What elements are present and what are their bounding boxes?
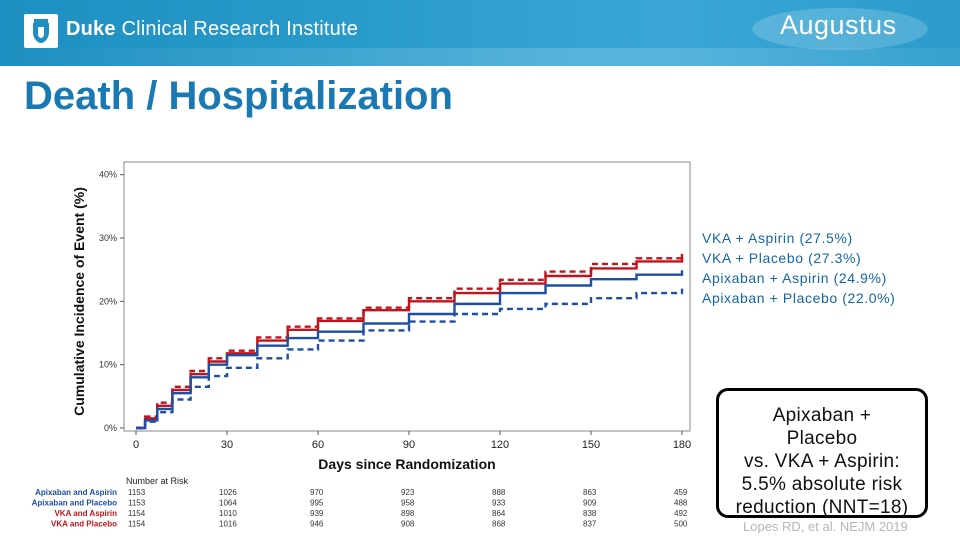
risk-cell: 946	[310, 520, 324, 529]
trial-name: Augustus	[780, 10, 897, 40]
risk-cell: 939	[310, 509, 324, 518]
legend-item-vka-placebo: VKA + Placebo (27.3%)	[702, 250, 862, 266]
risk-cell: 1153	[128, 488, 146, 497]
legend-item-apixaban-placebo: Apixaban + Placebo (22.0%)	[702, 290, 896, 306]
risk-cell: 1153	[128, 499, 146, 508]
x-axis-title: Days since Randomization	[318, 456, 495, 472]
risk-cell: 864	[492, 509, 506, 518]
duke-chapel-icon	[33, 19, 49, 43]
risk-cell: 459	[674, 488, 688, 497]
risk-cell: 970	[310, 488, 324, 497]
org-name-rest: Clinical Research Institute	[115, 18, 359, 40]
plot-frame	[123, 161, 691, 432]
risk-cell: 1010	[219, 509, 237, 518]
risk-row-label: Apixaban and Placebo	[32, 499, 117, 508]
risk-cell: 500	[674, 520, 688, 529]
risk-cell: 958	[401, 499, 415, 508]
series-line-apixaban-and-placebo	[136, 288, 684, 430]
page-title: Death / Hospitalization	[24, 74, 453, 118]
risk-cell: 838	[583, 509, 597, 518]
risk-cell: 492	[674, 509, 688, 518]
x-tick-label: 30	[221, 439, 233, 451]
callout-line: Apixaban +	[772, 405, 872, 426]
y-tick-label: 30%	[99, 233, 117, 243]
callout-box: Apixaban + Placebo vs. VKA + Aspirin: 5.…	[716, 388, 928, 518]
x-tick-label: 60	[312, 439, 324, 451]
citation: Lopes RD, et al. NEJM 2019	[743, 519, 908, 534]
org-name: Duke Clinical Research Institute	[66, 18, 358, 41]
risk-cell: 909	[583, 499, 597, 508]
risk-cell: 1154	[128, 509, 146, 518]
risk-cell: 898	[401, 509, 415, 518]
x-tick-label: 120	[491, 439, 509, 451]
risk-cell: 1064	[219, 499, 237, 508]
y-axis-title: Cumulative Incidence of Event (%)	[71, 187, 87, 416]
risk-cell: 1016	[219, 520, 237, 529]
callout-line: Placebo	[786, 428, 858, 449]
risk-cell: 1026	[219, 488, 237, 497]
legend-item-apixaban-aspirin: Apixaban + Aspirin (24.9%)	[702, 270, 887, 286]
callout-line: reduction (NNT=18)	[735, 497, 909, 518]
duke-logo	[24, 14, 58, 48]
banner-stripe	[0, 48, 960, 66]
risk-cell: 488	[674, 499, 688, 508]
y-tick-label: 20%	[99, 296, 117, 306]
series-line-vka-and-placebo	[136, 255, 684, 430]
legend-item-vka-aspirin: VKA + Aspirin (27.5%)	[702, 230, 853, 246]
series-line-apixaban-and-aspirin	[136, 270, 684, 430]
org-name-bold: Duke	[66, 18, 116, 40]
risk-cell: 933	[492, 499, 506, 508]
risk-row-label: VKA and Placebo	[51, 520, 117, 529]
risk-cell: 1154	[128, 520, 146, 529]
risk-cell: 868	[492, 520, 506, 529]
callout-line: 5.5% absolute risk	[741, 474, 903, 495]
x-tick-label: 180	[673, 439, 691, 451]
risk-cell: 923	[401, 488, 415, 497]
risk-row-label: Apixaban and Aspirin	[35, 488, 117, 497]
y-tick-label: 10%	[99, 360, 117, 370]
risk-cell: 888	[492, 488, 506, 497]
risk-cell: 995	[310, 499, 324, 508]
callout-line: vs. VKA + Aspirin:	[744, 451, 900, 472]
risk-cell: 837	[583, 520, 597, 529]
risk-cell: 908	[401, 520, 415, 529]
y-tick-label: 40%	[99, 170, 117, 180]
y-tick-label: 0%	[104, 423, 117, 433]
x-tick-label: 0	[133, 439, 139, 451]
km-chart: 0% 10% 20% 30% 40% 0 30 60 90 120 150 180 Days since…	[32, 161, 691, 529]
risk-cell: 863	[583, 488, 597, 497]
legend: VKA + Aspirin (27.5%) VKA + Placebo (27.…	[702, 228, 895, 308]
x-tick-label: 90	[403, 439, 415, 451]
header-banner: Duke Clinical Research Institute Augustu…	[0, 0, 960, 66]
risk-row-label: VKA and Aspirin	[54, 509, 117, 518]
trial-logo-oval	[752, 8, 928, 50]
risk-table-header: Number at Risk	[126, 476, 189, 486]
x-tick-label: 150	[582, 439, 600, 451]
